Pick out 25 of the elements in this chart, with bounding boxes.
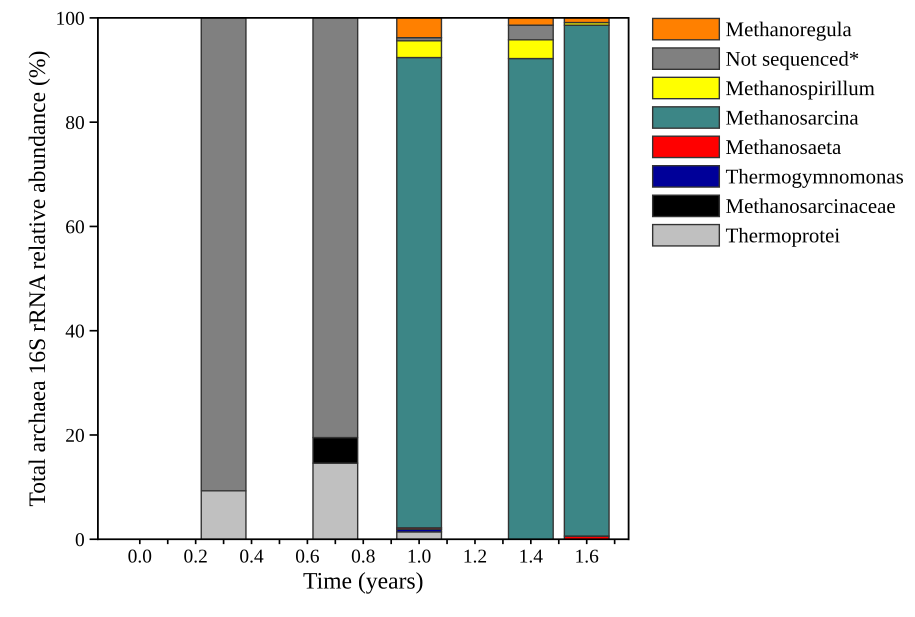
legend-label: Thermoprotei [726, 228, 840, 247]
legend-label: Thermogymnomonas [726, 168, 904, 188]
x-tick-label: 0.8 [352, 550, 375, 563]
x-axis-title: Time (years) [303, 572, 422, 594]
legend-label: Methanosarcinaceae [726, 198, 895, 214]
y-tick-label: 100 [57, 12, 84, 25]
legend-label: Methanospirillum [726, 80, 875, 100]
x-tick-label: 0.2 [184, 550, 207, 563]
legend-label: Methanoregula [726, 22, 852, 41]
y-tick-label: 80 [66, 116, 84, 130]
x-tick-label: 0.6 [296, 550, 319, 563]
x-tick-label: 1.6 [576, 550, 598, 563]
x-tick-label: 1.4 [520, 550, 543, 563]
x-tick-label: 1.2 [464, 550, 486, 563]
legend-label: Not sequenced* [726, 51, 858, 70]
y-tick-label: 40 [66, 324, 84, 338]
legend-label: Methanosaeta [726, 139, 841, 154]
y-tick-label: 60 [66, 220, 84, 234]
x-tick-label: 0.4 [240, 550, 264, 563]
y-tick-label: 20 [66, 428, 84, 442]
y-tick-label: 0 [76, 533, 84, 546]
x-tick-label: 0.0 [128, 550, 152, 563]
y-axis-title: Total archaea 16S rRNA relative abundance (%) [28, 52, 50, 506]
legend-label: Methanosarcina [726, 110, 858, 125]
x-tick-label: 1.0 [408, 550, 431, 563]
